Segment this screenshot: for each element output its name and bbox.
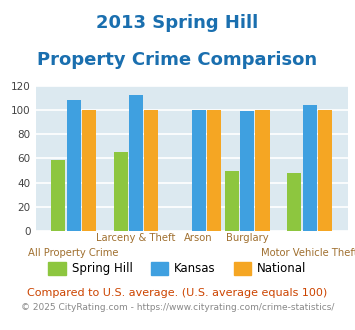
Bar: [318, 110, 332, 231]
Text: © 2025 CityRating.com - https://www.cityrating.com/crime-statistics/: © 2025 CityRating.com - https://www.city…: [21, 303, 334, 312]
Bar: [256, 110, 269, 231]
Bar: [288, 173, 301, 231]
Text: Arson: Arson: [184, 233, 213, 243]
Bar: [192, 110, 206, 231]
Bar: [207, 110, 221, 231]
Text: Larceny & Theft: Larceny & Theft: [97, 233, 176, 243]
Text: All Property Crime: All Property Crime: [28, 248, 119, 258]
Bar: [240, 111, 254, 231]
Bar: [67, 100, 81, 231]
Bar: [225, 171, 239, 231]
Bar: [51, 160, 65, 231]
Text: 2013 Spring Hill: 2013 Spring Hill: [96, 14, 259, 32]
Bar: [144, 110, 158, 231]
Text: Burglary: Burglary: [226, 233, 268, 243]
Text: Property Crime Comparison: Property Crime Comparison: [37, 51, 318, 69]
Bar: [303, 105, 317, 231]
Legend: Spring Hill, Kansas, National: Spring Hill, Kansas, National: [48, 262, 307, 276]
Bar: [82, 110, 96, 231]
Bar: [114, 152, 128, 231]
Bar: [129, 95, 143, 231]
Text: Motor Vehicle Theft: Motor Vehicle Theft: [261, 248, 355, 258]
Text: Compared to U.S. average. (U.S. average equals 100): Compared to U.S. average. (U.S. average …: [27, 288, 328, 298]
